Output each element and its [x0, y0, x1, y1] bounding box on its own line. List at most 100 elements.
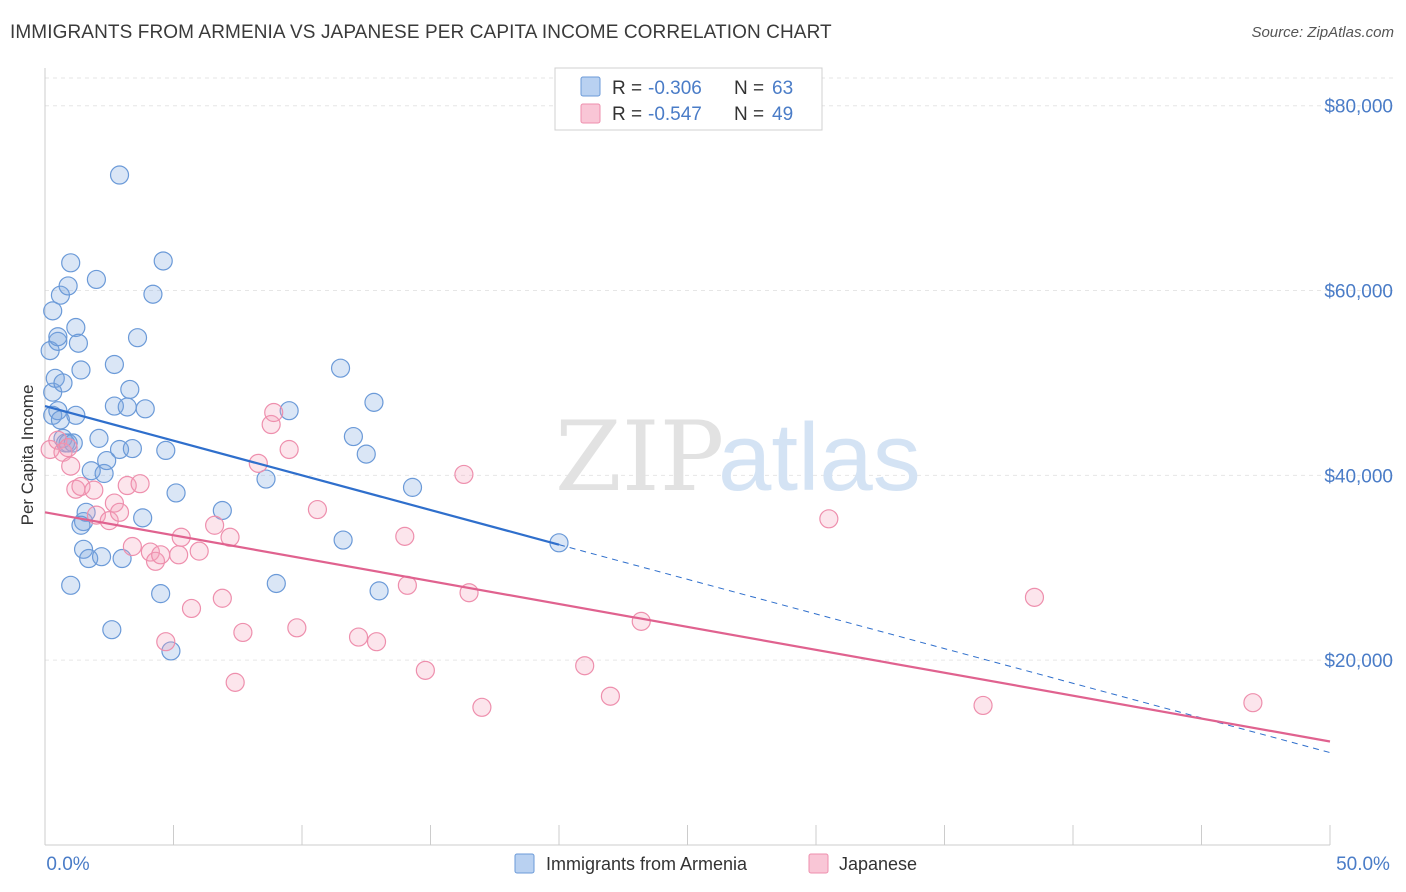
stats-legend-r-label-armenia: R = [612, 78, 642, 99]
trend-line-japanese [44, 511, 1331, 743]
point-armenia [71, 515, 91, 535]
gridlines [45, 77, 1393, 661]
point-armenia [364, 392, 384, 412]
source-label: Source: ZipAtlas.com [1251, 24, 1394, 41]
series-legend-label-armenia: Immigrants from Armenia [546, 854, 748, 874]
point-japanese [156, 632, 176, 652]
stats-legend: R = -0.306 N = 63 R = -0.547 N = 49 [554, 67, 823, 131]
point-japanese [109, 502, 130, 522]
point-japanese [600, 686, 621, 706]
point-japanese [819, 509, 839, 529]
point-armenia [133, 508, 153, 528]
point-japanese [348, 627, 369, 647]
point-armenia [369, 581, 389, 601]
point-japanese [104, 493, 124, 513]
point-armenia [91, 547, 112, 567]
y-axis-label: Per Capita Income [18, 385, 37, 526]
watermark-atlas: atlas [718, 404, 921, 511]
point-armenia [43, 301, 63, 321]
x-tick-label-min: 0.0% [46, 854, 89, 875]
point-japanese [58, 438, 78, 458]
point-japanese [1024, 587, 1045, 607]
point-armenia [68, 333, 89, 353]
point-armenia [58, 276, 78, 296]
point-armenia [127, 328, 148, 348]
point-japanese [71, 476, 91, 497]
point-japanese [307, 499, 328, 520]
point-japanese [205, 515, 225, 535]
series-legend: Immigrants from Armenia Japanese [514, 853, 917, 874]
stats-legend-n-value-japanese: 49 [772, 104, 793, 125]
point-japanese [189, 541, 209, 561]
point-japanese [151, 545, 171, 565]
series-legend-swatch-japanese [808, 853, 829, 874]
chart-title: IMMIGRANTS FROM ARMENIA VS JAPANESE PER … [10, 22, 832, 43]
point-armenia [256, 469, 276, 489]
point-armenia [279, 401, 299, 421]
point-armenia [156, 440, 176, 461]
point-armenia [48, 331, 68, 351]
point-armenia [89, 428, 109, 448]
point-japanese [181, 598, 202, 619]
point-japanese [631, 611, 651, 631]
point-armenia [61, 253, 81, 273]
point-armenia [343, 426, 363, 447]
series-legend-label-japanese: Japanese [839, 854, 917, 874]
watermark-zip: ZIP [555, 401, 724, 513]
point-armenia [73, 539, 94, 559]
stats-legend-n-label-armenia: N = [734, 78, 764, 99]
point-armenia [333, 530, 353, 550]
stats-legend-n-value-armenia: 63 [772, 78, 793, 99]
point-armenia [151, 584, 171, 604]
point-japanese [264, 402, 284, 423]
point-japanese [145, 551, 166, 571]
y-tick-label: $40,000 [1324, 466, 1393, 487]
point-japanese [279, 439, 299, 460]
series-legend-swatch-armenia [514, 853, 535, 874]
point-armenia [117, 397, 137, 417]
point-japanese [1243, 693, 1263, 713]
point-japanese [212, 588, 232, 608]
point-japanese [61, 456, 81, 476]
data-points [40, 165, 1263, 717]
stats-legend-n-label-japanese: N = [734, 104, 764, 125]
y-tick-labels: $20,000 $40,000 $60,000 $80,000 [1324, 97, 1393, 672]
stats-legend-r-label-japanese: R = [612, 104, 642, 125]
watermark: ZIP atlas [555, 401, 921, 513]
point-armenia [135, 399, 155, 419]
point-armenia [356, 444, 376, 464]
point-armenia [66, 317, 86, 338]
point-armenia [48, 327, 68, 347]
point-armenia [153, 251, 173, 271]
point-armenia [104, 354, 124, 375]
point-japanese [122, 536, 142, 557]
point-armenia [143, 284, 163, 304]
point-armenia [61, 575, 81, 595]
y-tick-label: $60,000 [1324, 282, 1393, 303]
point-armenia [212, 500, 232, 521]
point-armenia [122, 438, 142, 459]
point-japanese [233, 622, 253, 643]
point-armenia [109, 165, 130, 185]
stats-legend-swatch-armenia [580, 76, 601, 97]
point-japanese [472, 697, 492, 717]
point-armenia [266, 573, 286, 594]
point-armenia [330, 358, 351, 378]
point-armenia [102, 620, 122, 640]
y-tick-label: $80,000 [1324, 97, 1393, 118]
point-japanese [454, 464, 474, 485]
point-japanese [261, 414, 281, 435]
point-armenia [53, 373, 73, 393]
trend-lines [44, 404, 1331, 754]
point-japanese [130, 474, 150, 494]
point-japanese [973, 695, 993, 716]
point-japanese [415, 660, 435, 680]
point-armenia [71, 360, 91, 380]
point-japanese [287, 618, 307, 638]
point-japanese [84, 480, 104, 500]
point-armenia [402, 477, 423, 497]
x-tick-label-max: 50.0% [1336, 854, 1390, 875]
point-armenia [120, 379, 140, 400]
point-armenia [161, 641, 181, 661]
